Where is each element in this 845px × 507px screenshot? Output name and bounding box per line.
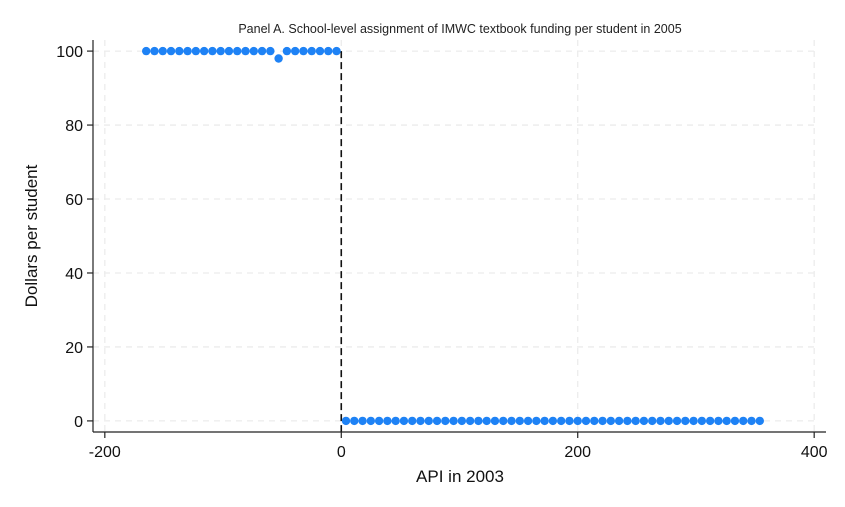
data-point xyxy=(307,46,316,56)
data-point xyxy=(166,46,176,56)
data-point xyxy=(241,46,250,56)
data-point xyxy=(350,416,359,426)
data-point xyxy=(199,46,209,56)
data-point xyxy=(142,46,151,56)
data-point xyxy=(573,416,582,426)
data-point xyxy=(191,46,201,56)
y-tick-label-2: 40 xyxy=(65,266,83,283)
y-tick-label-5: 100 xyxy=(56,44,83,61)
data-point xyxy=(391,416,400,426)
data-point xyxy=(499,416,508,426)
data-point xyxy=(689,416,698,426)
data-point xyxy=(158,46,167,56)
data-point xyxy=(416,416,425,426)
data-point xyxy=(623,416,632,426)
x-tick-label-0: -200 xyxy=(89,444,121,461)
data-point xyxy=(257,46,267,56)
data-point xyxy=(681,416,690,426)
data-point xyxy=(324,46,333,56)
data-point xyxy=(408,416,417,426)
data-points xyxy=(142,46,764,426)
data-point xyxy=(224,46,234,56)
data-point xyxy=(366,416,376,426)
data-point xyxy=(175,46,184,56)
data-point xyxy=(449,416,458,426)
data-point xyxy=(714,416,723,426)
data-point xyxy=(556,416,566,426)
data-point xyxy=(290,46,300,56)
data-point xyxy=(315,46,325,56)
grid-layer xyxy=(93,40,816,432)
data-point xyxy=(358,416,367,426)
data-point xyxy=(565,416,574,426)
data-point xyxy=(590,416,599,426)
data-point xyxy=(705,416,715,426)
x-ticks: -200 0 200 400 xyxy=(89,432,828,461)
data-point xyxy=(332,46,341,56)
data-point xyxy=(540,416,549,426)
data-point xyxy=(606,416,616,426)
x-tick-label-2: 200 xyxy=(564,444,591,461)
data-point xyxy=(299,46,308,56)
data-point xyxy=(457,416,467,426)
data-point xyxy=(747,416,756,426)
data-point xyxy=(722,416,731,426)
x-tick-label-1: 0 xyxy=(337,444,346,461)
data-point xyxy=(664,416,673,426)
data-point xyxy=(755,416,764,426)
data-point xyxy=(432,416,442,426)
data-point xyxy=(183,46,192,56)
data-point xyxy=(507,416,516,426)
data-point xyxy=(614,416,624,426)
data-point xyxy=(266,46,275,56)
axes xyxy=(92,40,826,433)
data-point xyxy=(474,416,483,426)
data-point xyxy=(648,416,657,426)
data-point xyxy=(249,46,258,56)
data-point xyxy=(581,416,591,426)
data-point xyxy=(441,416,450,426)
chart-title: Panel A. School-level assignment of IMWC… xyxy=(238,22,681,36)
data-point xyxy=(374,416,384,426)
data-point xyxy=(515,416,524,426)
y-tick-label-0: 0 xyxy=(74,414,83,431)
y-tick-label-3: 60 xyxy=(65,192,83,209)
data-point xyxy=(631,416,640,426)
data-point xyxy=(697,416,707,426)
data-point xyxy=(274,54,283,63)
data-point xyxy=(598,416,607,426)
x-tick-label-3: 400 xyxy=(801,444,828,461)
data-point xyxy=(383,416,392,426)
data-point xyxy=(490,416,500,426)
data-point xyxy=(216,46,225,56)
data-point xyxy=(233,46,242,56)
y-axis-label: Dollars per student xyxy=(22,164,41,307)
data-point xyxy=(532,416,541,426)
data-point xyxy=(739,416,748,426)
data-point xyxy=(656,416,665,426)
data-point xyxy=(341,416,351,426)
x-axis-label: API in 2003 xyxy=(416,467,504,486)
data-point xyxy=(523,416,533,426)
data-point xyxy=(399,416,409,426)
data-point xyxy=(208,46,217,56)
y-tick-label-4: 80 xyxy=(65,118,83,135)
data-point xyxy=(282,46,292,56)
data-point xyxy=(482,416,491,426)
data-point xyxy=(465,416,475,426)
data-point xyxy=(150,46,159,56)
data-point xyxy=(424,416,433,426)
data-point xyxy=(639,416,649,426)
data-point xyxy=(730,416,740,426)
y-ticks: 0 20 40 60 80 100 xyxy=(56,44,93,431)
data-point xyxy=(548,416,558,426)
data-point xyxy=(672,416,682,426)
y-tick-label-1: 20 xyxy=(65,340,83,357)
